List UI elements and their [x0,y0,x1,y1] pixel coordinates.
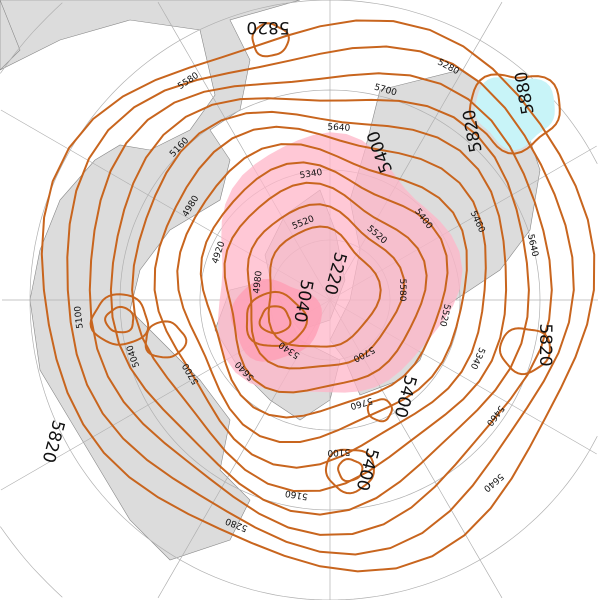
height-contour [258,305,292,335]
contour-label-small: 5340 [299,168,323,182]
height-contour [153,125,487,469]
height-contour [66,45,575,556]
height-contour [88,72,553,536]
height-contour [104,305,135,334]
height-contour [324,448,375,495]
height-contour [199,161,449,419]
height-contour [245,290,309,347]
height-contour [337,457,364,483]
contour-label-small: 5100 [73,305,85,329]
height-contour [223,181,428,394]
contour-label-small: 5160 [284,487,308,501]
land-europe [0,0,21,71]
high-height-fill [474,77,555,151]
contour-label-small: 5640 [525,233,540,258]
height-contour [40,19,596,573]
height-contour [267,225,382,348]
height-contour [246,203,405,370]
height-contour [109,97,530,516]
height-contour [144,320,188,359]
land-asia [0,0,301,561]
contour-label: 5820 [246,17,289,37]
contour-label: 5820 [535,323,555,366]
contour-label-small: 5640 [327,123,351,134]
contour-label-small: 5580 [397,279,407,302]
height-contour [251,22,290,58]
height-contour [176,143,468,443]
contour-label-small: 4980 [252,270,264,294]
height-contours [40,19,596,573]
height-contour [131,110,508,493]
contour-label-small: 5100 [327,446,351,457]
height-contour [498,327,551,376]
height-contour [366,398,394,423]
contour-label-small: 5520 [437,303,452,328]
height-contour [468,73,561,155]
height-contour [89,293,150,346]
